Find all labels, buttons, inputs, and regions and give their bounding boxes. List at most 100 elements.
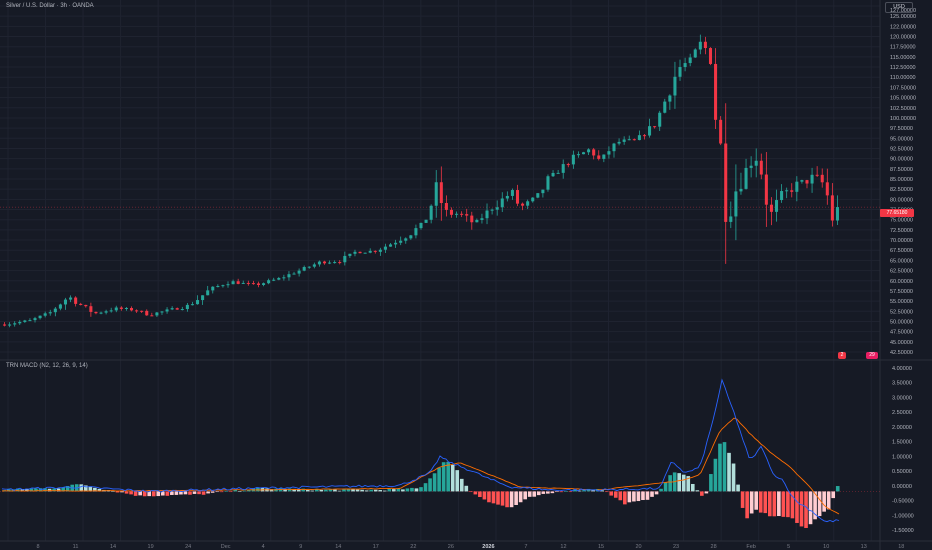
- candle-body: [612, 143, 616, 152]
- candle-body: [663, 101, 667, 113]
- candle-body: [33, 318, 37, 321]
- candle-body: [89, 306, 93, 312]
- candle-body: [221, 285, 225, 287]
- candle-body: [597, 155, 601, 159]
- y-tick-label: 92.50000: [890, 146, 913, 152]
- candle-body: [724, 143, 728, 222]
- candle-body: [312, 264, 316, 267]
- x-tick-label: Feb: [746, 544, 755, 550]
- candle-body: [769, 204, 773, 212]
- histogram-bar: [83, 485, 88, 492]
- candle-body: [536, 193, 540, 198]
- macd-y-tick-label: -0.50000: [892, 499, 914, 505]
- histogram-bar: [478, 491, 482, 498]
- flag-badge-right[interactable]: 29: [866, 352, 878, 359]
- candle-body: [637, 135, 641, 141]
- x-tick-label: 22: [410, 544, 416, 550]
- histogram-bar: [6, 489, 11, 492]
- candle-body: [683, 63, 687, 68]
- x-tick-label: 23: [673, 544, 679, 550]
- candle-body: [795, 181, 799, 192]
- candle-body: [622, 139, 626, 142]
- histogram-bar: [758, 491, 763, 513]
- y-tick-label: 52.50000: [890, 309, 913, 315]
- y-tick-label: 47.50000: [890, 330, 913, 336]
- histogram-bar: [695, 490, 700, 492]
- histogram-bar: [197, 491, 201, 495]
- histogram-bar: [160, 491, 165, 496]
- histogram-bar: [378, 490, 383, 492]
- histogram-bar: [645, 491, 650, 500]
- candle-body: [333, 262, 337, 264]
- flag-badge-left[interactable]: 2: [838, 352, 846, 359]
- candle-body: [129, 308, 134, 311]
- candle-body: [668, 95, 672, 102]
- histogram-bar: [609, 491, 614, 496]
- histogram-bar: [799, 491, 804, 527]
- histogram-bar: [315, 489, 319, 492]
- histogram-bar: [170, 491, 174, 495]
- x-tick-label: 5: [787, 544, 790, 550]
- x-tick-label: 8: [36, 544, 39, 550]
- histogram-bar: [546, 491, 550, 494]
- histogram-bar: [111, 491, 115, 492]
- histogram-bar: [342, 489, 346, 492]
- histogram-bar: [201, 491, 206, 495]
- histogram-bar: [292, 488, 296, 492]
- candle-body: [820, 174, 824, 183]
- candle-body: [693, 49, 697, 58]
- candle-body: [607, 151, 611, 155]
- histogram-bar: [686, 476, 691, 492]
- histogram-bar: [247, 489, 251, 492]
- x-tick-label: 13: [861, 544, 867, 550]
- histogram-bar: [632, 491, 636, 502]
- histogram-bar: [269, 489, 274, 492]
- histogram-bar: [740, 491, 745, 508]
- histogram-bar: [541, 491, 546, 494]
- y-tick-label: 67.50000: [890, 248, 913, 254]
- candle-body: [378, 249, 382, 252]
- candle-body: [246, 282, 250, 284]
- macd-y-tick-label: 1.50000: [892, 440, 912, 446]
- histogram-bar: [156, 491, 161, 497]
- macd-y-tick-label: -1.00000: [892, 513, 914, 519]
- histogram-bar: [536, 491, 541, 496]
- histogram-bar: [822, 491, 826, 512]
- candle-body: [389, 244, 393, 247]
- x-tick-label: 15: [598, 544, 604, 550]
- candle-body: [505, 195, 509, 199]
- candle-body: [434, 182, 438, 206]
- candle-body: [754, 160, 758, 166]
- currency-button[interactable]: USD: [885, 2, 913, 13]
- candle-body: [739, 188, 743, 192]
- histogram-bar: [441, 462, 446, 492]
- histogram-bar: [514, 491, 518, 505]
- candle-body: [322, 261, 327, 264]
- y-tick-label: 62.50000: [890, 269, 913, 275]
- candle-body: [94, 311, 98, 314]
- histogram-bar: [473, 491, 478, 495]
- candle-body: [556, 172, 560, 174]
- candle-body: [185, 304, 189, 310]
- x-tick-label: 20: [635, 544, 641, 550]
- histogram-bar: [786, 491, 790, 518]
- candle-body: [338, 262, 342, 264]
- candle-body: [353, 251, 357, 254]
- candle-body: [267, 280, 271, 284]
- histogram-bar: [745, 491, 749, 519]
- x-tick-label: 17: [373, 544, 379, 550]
- candle-body: [475, 219, 479, 223]
- histogram-bar: [600, 490, 605, 492]
- histogram-bar: [355, 489, 360, 492]
- histogram-bar: [704, 491, 709, 494]
- histogram-bar: [509, 491, 514, 508]
- histogram-bar: [219, 491, 224, 493]
- histogram-bar: [188, 491, 192, 495]
- candle-body: [8, 324, 12, 326]
- y-tick-label: 105.00000: [890, 96, 916, 102]
- histogram-bar: [573, 489, 577, 492]
- x-tick-label: 10: [823, 544, 829, 550]
- candle-body: [373, 250, 377, 252]
- histogram-bar: [43, 488, 47, 492]
